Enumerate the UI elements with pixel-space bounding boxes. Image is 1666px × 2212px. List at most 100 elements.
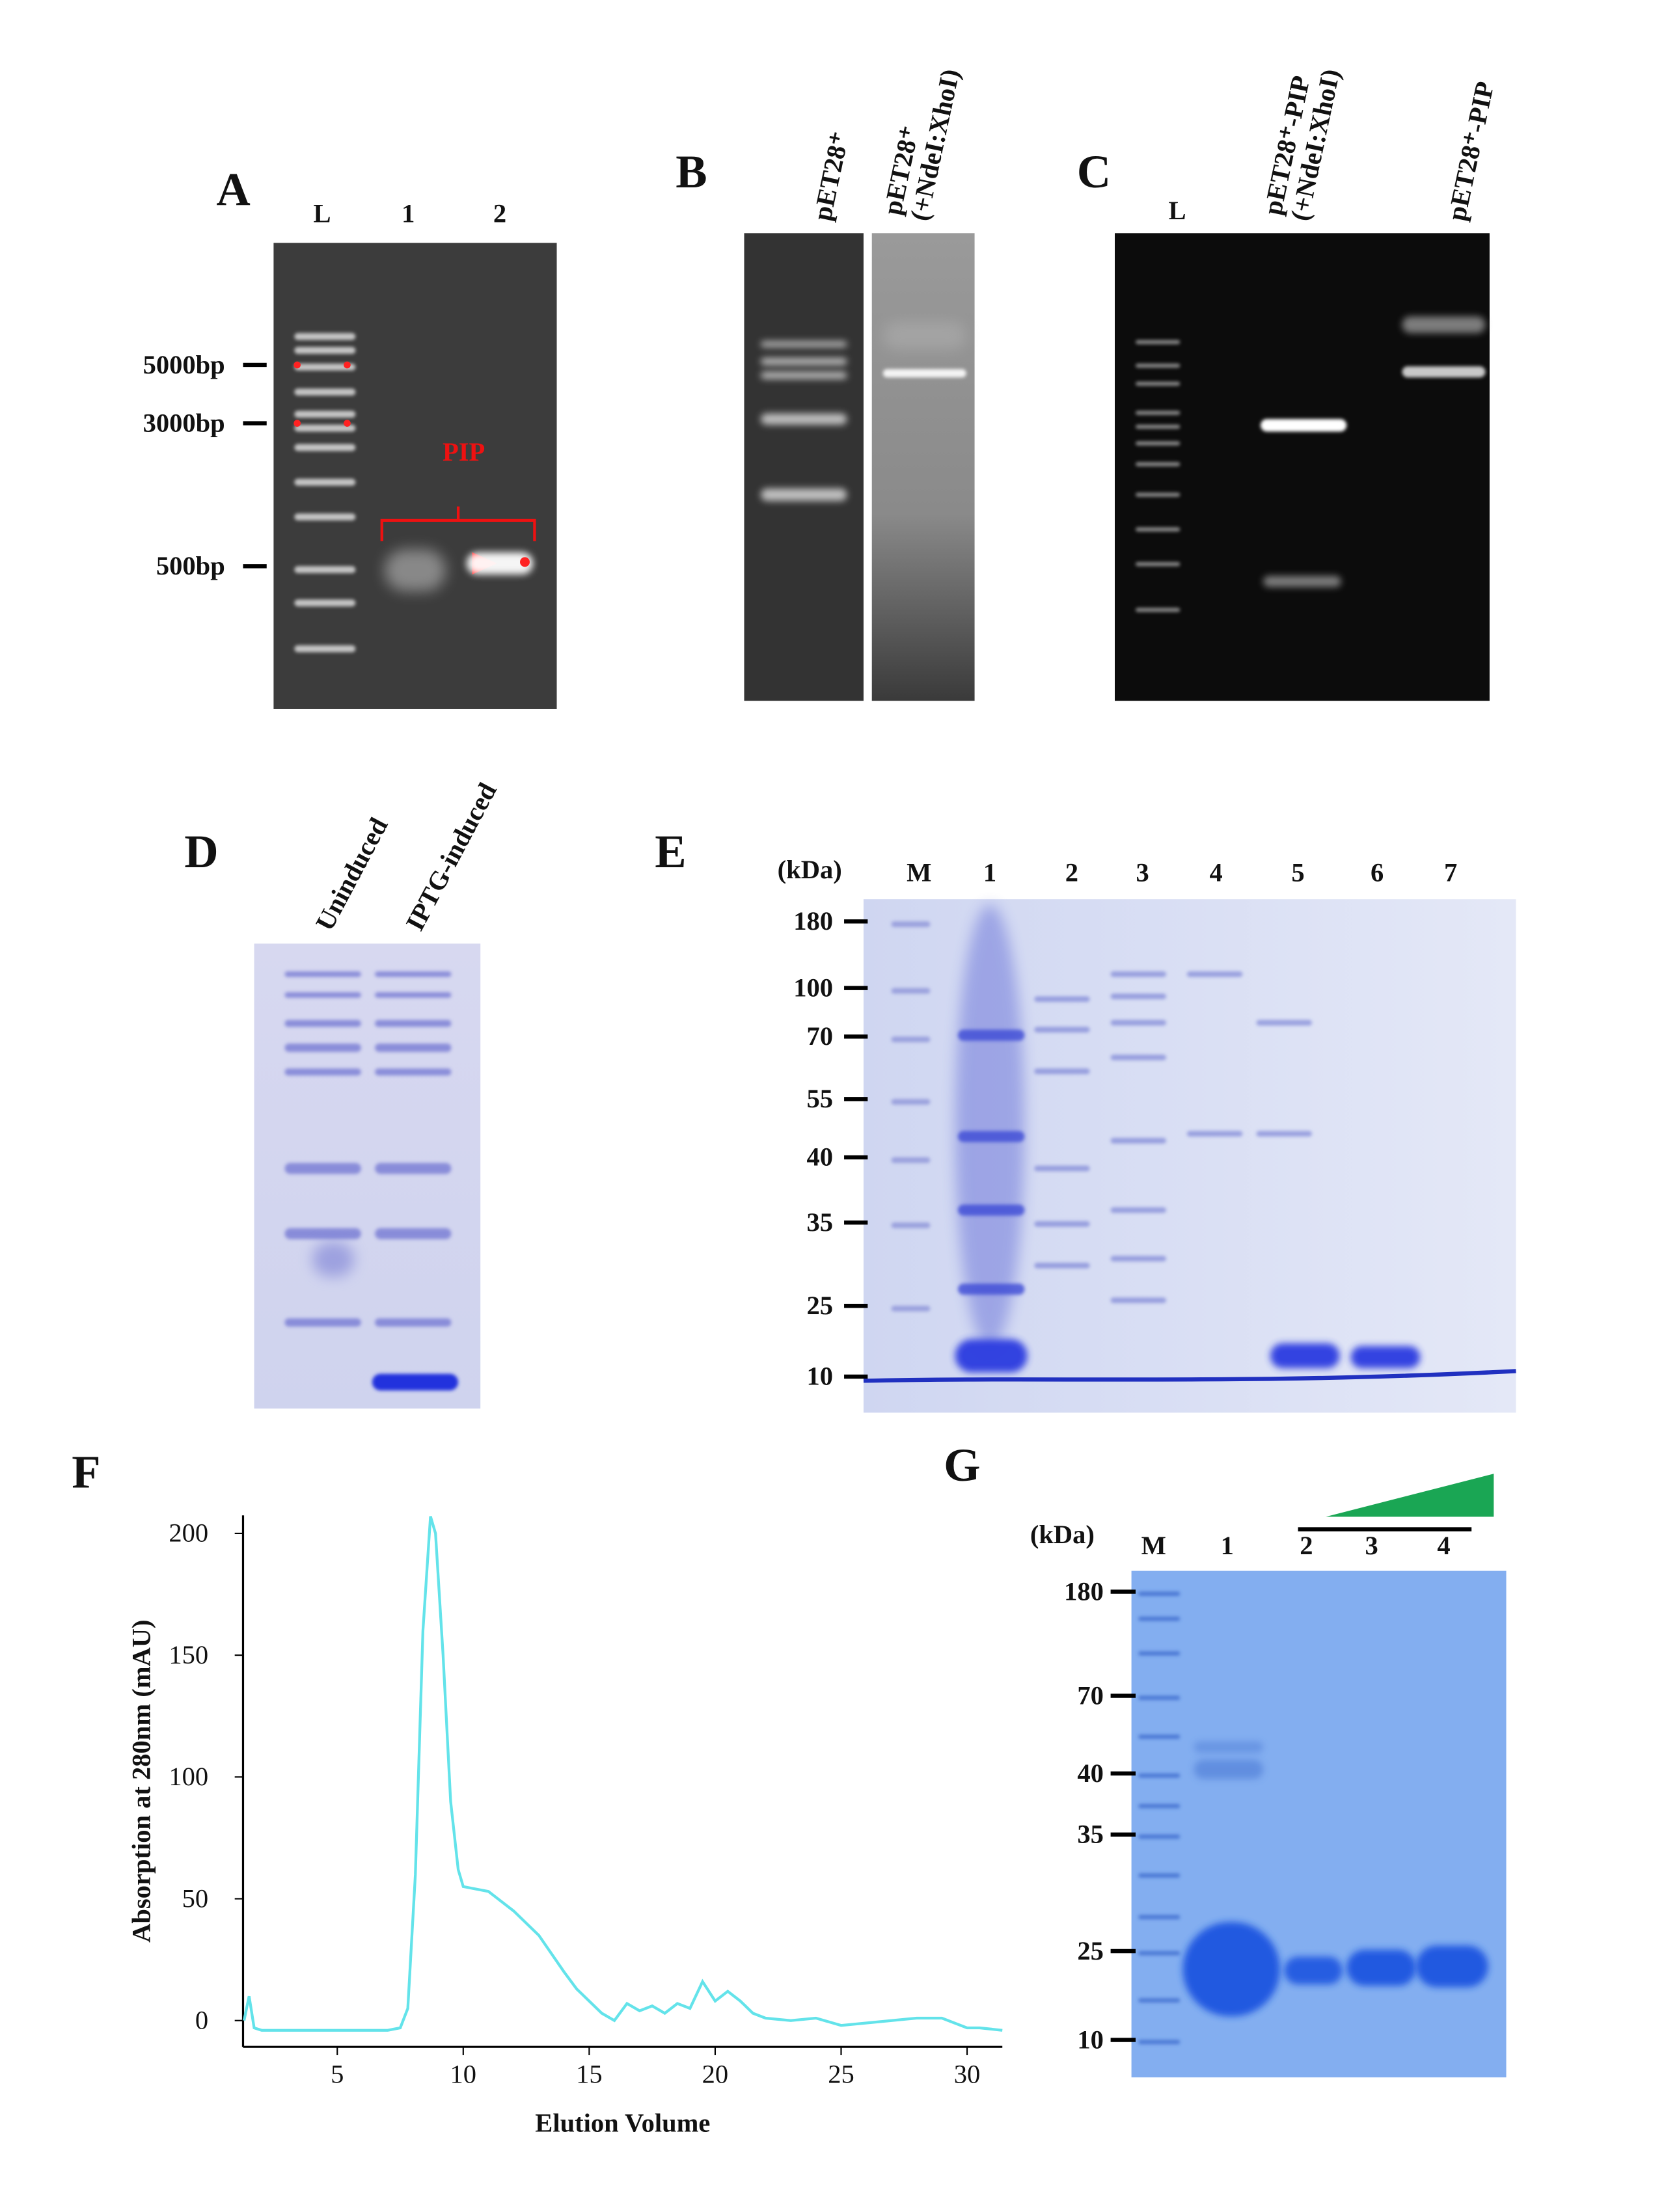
band	[1186, 1131, 1243, 1137]
band	[1110, 971, 1166, 977]
band	[957, 1204, 1025, 1216]
lane-label-group: L	[1168, 196, 1186, 225]
lane-label-group: Uninduced	[310, 813, 394, 936]
band	[284, 1228, 361, 1239]
band	[1138, 1651, 1181, 1656]
band	[1135, 363, 1181, 368]
band	[1138, 1998, 1181, 2003]
band	[955, 904, 1025, 1349]
lane-label-group: pET28⁺(+NdeI:XhoI)	[877, 66, 965, 223]
x-axis-label: Elution Volume	[535, 2108, 710, 2137]
band	[1138, 1773, 1181, 1778]
marker-label: 70	[806, 1021, 833, 1051]
band	[1110, 1138, 1166, 1144]
y-tick-label: 100	[169, 1762, 208, 1791]
band	[882, 369, 966, 378]
band	[891, 1306, 931, 1312]
band	[294, 424, 356, 432]
panel-label: B	[676, 145, 707, 198]
marker-label: 55	[806, 1084, 833, 1113]
band	[375, 992, 452, 998]
band	[1034, 1027, 1090, 1032]
band	[1138, 2040, 1181, 2044]
band	[284, 1068, 361, 1076]
band	[957, 1131, 1025, 1142]
band	[1346, 1949, 1416, 1986]
band	[891, 1222, 931, 1228]
band	[1138, 1695, 1181, 1700]
x-tick-label: 15	[576, 2060, 603, 2089]
band	[284, 1044, 361, 1052]
band	[957, 1029, 1025, 1041]
band	[284, 971, 361, 977]
band	[294, 513, 356, 520]
band	[1138, 1873, 1181, 1878]
band	[1402, 366, 1486, 378]
band	[1138, 1950, 1181, 1956]
x-tick-label: 30	[954, 2060, 981, 2089]
gel	[254, 943, 481, 1409]
lane-label: 3	[1365, 1531, 1378, 1560]
lane-label: M	[907, 857, 931, 887]
band	[294, 332, 356, 340]
band	[882, 321, 966, 350]
y-tick-label: 150	[169, 1640, 208, 1669]
bracket	[380, 506, 536, 541]
marker-label: 180	[1064, 1576, 1104, 1606]
marker-label: 35	[1077, 1820, 1104, 1849]
band	[1138, 1591, 1181, 1596]
y-axis-label: Absorption at 280nm (mAU)	[127, 1620, 156, 1943]
lane-label-group: pET28⁺-PIP(+NdeI:XhoI)	[1258, 66, 1346, 223]
band	[1138, 1834, 1181, 1839]
band	[761, 488, 847, 502]
lane-label: 1	[983, 857, 996, 887]
band	[1135, 608, 1181, 612]
lane-label: 7	[1444, 857, 1457, 887]
dye-front	[863, 1369, 1516, 1383]
band	[1138, 1616, 1181, 1621]
band	[466, 552, 534, 575]
lane-label-group: pET28⁺-PIP	[1441, 79, 1499, 223]
band	[284, 1163, 361, 1174]
band	[375, 1318, 452, 1327]
chromatogram-line	[242, 1516, 1003, 2032]
band	[1270, 1343, 1340, 1369]
band	[1263, 576, 1341, 587]
band	[1110, 993, 1166, 999]
band	[294, 363, 356, 371]
band	[1034, 1068, 1090, 1074]
band	[385, 549, 446, 591]
band	[1138, 1915, 1181, 1919]
band	[1260, 419, 1347, 432]
marker-label: 25	[1077, 1936, 1104, 1965]
band	[1110, 1207, 1166, 1213]
band	[375, 1163, 452, 1174]
marker-label: 100	[793, 973, 833, 1002]
gel	[273, 243, 557, 709]
band	[1284, 1956, 1343, 1985]
lane-label: IPTG-induced	[400, 777, 502, 935]
band	[1194, 1759, 1264, 1779]
band	[955, 1339, 1028, 1373]
lane-label: 4	[1437, 1531, 1450, 1560]
unit-label: (kDa)	[1030, 1520, 1095, 1549]
band	[284, 1318, 361, 1327]
marker-dot	[294, 361, 301, 369]
band	[1135, 381, 1181, 386]
panel-label: D	[184, 825, 218, 878]
panel-label: A	[216, 163, 250, 216]
band	[375, 1044, 452, 1052]
x-tick-label: 25	[828, 2060, 854, 2089]
marker-label: 35	[806, 1207, 833, 1237]
y-tick-label: 50	[182, 1883, 209, 1913]
band	[1256, 1131, 1312, 1137]
lane-label: 1	[402, 198, 415, 228]
panel-label: E	[655, 825, 686, 878]
band	[1034, 1263, 1090, 1269]
x-tick-label: 20	[702, 2060, 729, 2089]
band	[312, 1242, 355, 1277]
y-tick-label: 200	[169, 1518, 208, 1548]
band	[1110, 1256, 1166, 1261]
marker-label: 40	[806, 1142, 833, 1172]
band	[294, 388, 356, 396]
